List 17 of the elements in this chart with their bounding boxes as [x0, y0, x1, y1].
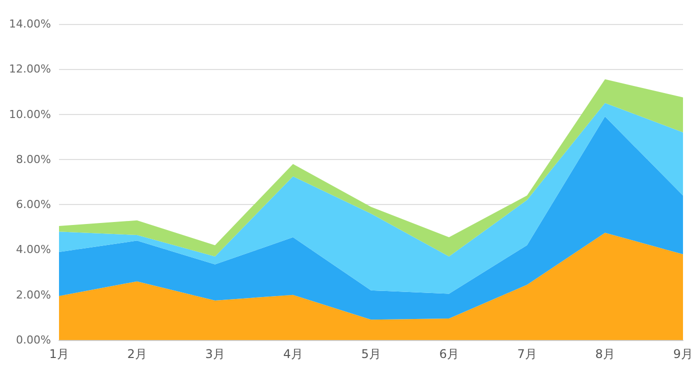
x-tick-label: 7月 [517, 347, 537, 361]
y-tick-label: 14.00% [9, 18, 51, 30]
y-tick-label: 10.00% [9, 108, 51, 121]
x-tick-label: 9月 [673, 347, 693, 361]
x-tick-label: 6月 [439, 347, 459, 361]
x-tick-label: 3月 [205, 347, 225, 361]
y-tick-label: 2.00% [16, 288, 51, 302]
x-tick-label: 1月 [49, 347, 69, 361]
x-tick-label: 4月 [283, 347, 303, 361]
y-tick-label: 0.00% [16, 334, 51, 346]
x-tick-label: 5月 [361, 347, 381, 361]
x-tick-label: 8月 [595, 347, 615, 361]
x-tick-label: 2月 [127, 347, 147, 361]
y-tick-label: 8.00% [16, 152, 51, 166]
y-tick-label: 4.00% [16, 243, 51, 256]
y-tick-label: 6.00% [16, 198, 51, 212]
y-tick-label: 12.00% [9, 62, 51, 76]
